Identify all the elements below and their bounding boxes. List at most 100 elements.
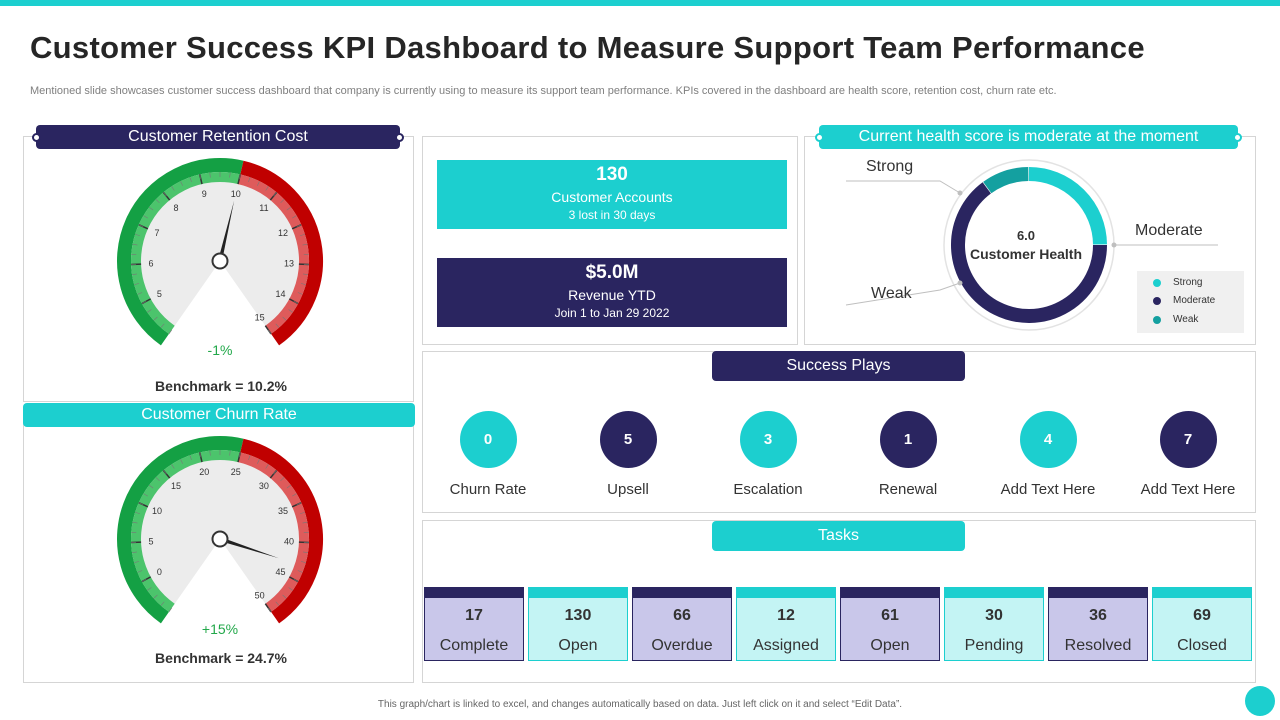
gauge-minor-tick bbox=[275, 323, 280, 328]
task-value: 61 bbox=[881, 607, 899, 624]
task-cap bbox=[1049, 588, 1147, 598]
accounts-card: 130 Customer Accounts 3 lost in 30 days bbox=[437, 160, 787, 229]
legend-dot-strong bbox=[1153, 278, 1161, 287]
gauge-minor-tick bbox=[153, 594, 158, 599]
revenue-label: Revenue YTD bbox=[568, 287, 656, 303]
play-circle-3: 1 bbox=[879, 411, 937, 468]
task-cap bbox=[633, 588, 731, 598]
legend-dot-weak bbox=[1153, 315, 1161, 324]
gauge-minor-tick bbox=[138, 224, 144, 227]
donut-slice-moderate bbox=[951, 182, 1107, 323]
gauge-minor-tick bbox=[238, 174, 241, 180]
page-title: Customer Success KPI Dashboard to Measur… bbox=[30, 30, 1145, 65]
gauge-minor-tick bbox=[199, 174, 202, 180]
gauge-minor-tick bbox=[132, 551, 138, 554]
churn-benchmark: Benchmark = 24.7% bbox=[155, 650, 287, 666]
legend-dot-moderate bbox=[1153, 296, 1161, 305]
gauge-minor-tick bbox=[209, 172, 211, 178]
gauge-minor-tick bbox=[199, 452, 202, 458]
play-circle-4: 4 bbox=[1019, 411, 1077, 468]
gauge-minor-tick bbox=[141, 300, 147, 304]
gauge-minor-tick bbox=[282, 316, 287, 321]
task-card-1: 130 Open bbox=[528, 587, 628, 661]
gauge-minor-tick bbox=[155, 199, 160, 204]
play-circle-0: 0 bbox=[459, 411, 517, 468]
play-label-2: Escalation bbox=[733, 481, 803, 498]
gauge-tick-label: 7 bbox=[155, 228, 160, 238]
task-cap bbox=[737, 588, 835, 598]
task-cap bbox=[1153, 588, 1251, 598]
pill-dot-left bbox=[815, 132, 824, 142]
gauge-minor-tick bbox=[132, 243, 138, 246]
gauge-minor-tick bbox=[137, 292, 143, 295]
gauge-minor-tick bbox=[155, 477, 160, 482]
gauge-tick-label: 9 bbox=[202, 189, 207, 199]
gauge-minor-tick bbox=[300, 283, 306, 286]
task-cap bbox=[945, 588, 1043, 598]
legend-item-strong: Strong bbox=[1153, 277, 1202, 288]
gauge-minor-tick bbox=[300, 511, 305, 515]
play-label-0: Churn Rate bbox=[449, 481, 527, 498]
legend-item-weak: Weak bbox=[1153, 314, 1198, 325]
gauge-minor-tick bbox=[168, 607, 173, 613]
gauge-tick-label: 50 bbox=[255, 591, 265, 601]
gauge-minor-tick bbox=[248, 177, 251, 183]
gauge-minor-tick bbox=[147, 309, 152, 313]
gauge-minor-tick bbox=[300, 233, 305, 237]
gauge-tick-label: 8 bbox=[174, 203, 179, 213]
tasks-header-label: Tasks bbox=[818, 527, 859, 544]
gauge-minor-tick bbox=[293, 578, 299, 582]
gauge-minor-tick bbox=[302, 521, 308, 524]
legend-label-weak: Weak bbox=[1173, 314, 1199, 325]
gauge-minor-tick bbox=[148, 206, 154, 211]
task-label: Complete bbox=[439, 637, 509, 654]
gauge-tick-label: 5 bbox=[157, 289, 162, 299]
gauge-minor-tick bbox=[189, 455, 192, 461]
legend-item-moderate: Moderate bbox=[1153, 295, 1215, 306]
play-label-4: Add Text Here bbox=[1000, 481, 1096, 498]
gauge-tick-label: 6 bbox=[149, 259, 154, 269]
donut-slice-weak bbox=[983, 167, 1029, 194]
gauge-minor-tick bbox=[257, 459, 260, 464]
gauge-minor-tick bbox=[302, 243, 308, 246]
gauge-minor-tick bbox=[248, 455, 251, 461]
gauge-minor-tick bbox=[300, 561, 306, 564]
task-card-7: 69 Closed bbox=[1152, 587, 1252, 661]
task-card-4: 61 Open bbox=[840, 587, 940, 661]
gauge-tick-label: 0 bbox=[157, 567, 162, 577]
pill-dot-left bbox=[32, 132, 41, 142]
gauge-tick-label: 30 bbox=[259, 481, 269, 491]
health-label-moderate: Moderate bbox=[1135, 222, 1203, 239]
gauge-minor-tick bbox=[296, 224, 302, 227]
legend-label-moderate: Moderate bbox=[1173, 295, 1216, 306]
health-header-label: Current health score is moderate at the … bbox=[858, 128, 1199, 145]
gauge-minor-tick bbox=[148, 484, 154, 489]
churn-header-label: Customer Churn Rate bbox=[141, 406, 297, 423]
revenue-value: $5.0M bbox=[585, 262, 639, 283]
task-label: Pending bbox=[964, 637, 1024, 654]
task-value: 130 bbox=[564, 607, 592, 624]
gauge-minor-tick bbox=[229, 172, 231, 178]
leader-dot bbox=[957, 190, 963, 196]
gauge-minor-tick bbox=[267, 607, 272, 613]
gauge-tick-label: 12 bbox=[278, 228, 288, 238]
footer-note: This graph/chart is linked to excel, and… bbox=[377, 699, 903, 710]
gauge-minor-tick bbox=[229, 450, 231, 456]
task-label: Assigned bbox=[753, 637, 819, 654]
gauge-minor-tick bbox=[189, 177, 192, 183]
task-label: Resolved bbox=[1064, 637, 1132, 654]
gauge-minor-tick bbox=[137, 570, 143, 573]
task-value: 12 bbox=[777, 607, 795, 624]
gauge-hub bbox=[211, 252, 229, 270]
gauge-minor-tick bbox=[292, 215, 297, 219]
health-legend: Strong Moderate Weak bbox=[1137, 271, 1244, 333]
play-circle-2: 3 bbox=[739, 411, 797, 468]
gauge-hub bbox=[211, 530, 229, 548]
gauge-minor-tick bbox=[138, 502, 144, 505]
page-subtitle: Mentioned slide showcases customer succe… bbox=[30, 85, 1057, 97]
gauge-minor-tick bbox=[209, 450, 211, 456]
gauge-minor-tick bbox=[132, 521, 138, 524]
task-cap bbox=[841, 588, 939, 598]
pill-dot-right bbox=[1233, 132, 1242, 142]
gauge-minor-tick bbox=[286, 206, 292, 211]
